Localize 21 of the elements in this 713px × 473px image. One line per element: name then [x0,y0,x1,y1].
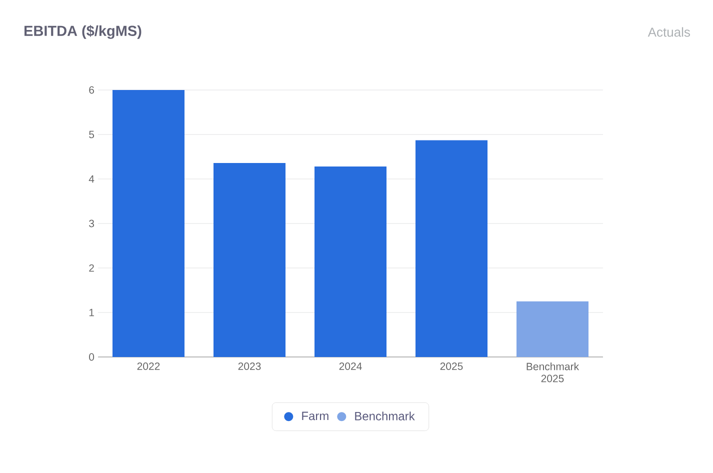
x-tick-label: 2025 [440,362,463,370]
bar [112,90,185,357]
y-tick-label: 2 [89,264,94,272]
x-tick-label: Benchmark 2025 [526,362,580,382]
y-tick-label: 5 [89,130,94,138]
y-tick-label: 3 [89,220,94,228]
x-tick-label: 2023 [238,362,261,370]
bar [416,140,488,357]
y-tick-label: 4 [88,175,94,183]
x-tick-label: 2024 [339,362,362,370]
x-tick-label: 2022 [137,362,160,370]
bar [214,162,286,357]
y-tick-label: 1 [89,308,94,316]
legend-label: Benchmark [355,412,415,420]
y-tick-label: 6 [89,86,94,94]
legend-label: Farm [302,412,328,420]
bar [314,166,386,357]
bar [516,301,588,357]
chart-title: EBITDA ($/kgMS) [24,25,142,39]
y-tick-label: 0 [89,353,94,361]
text: Actuals [648,27,690,37]
